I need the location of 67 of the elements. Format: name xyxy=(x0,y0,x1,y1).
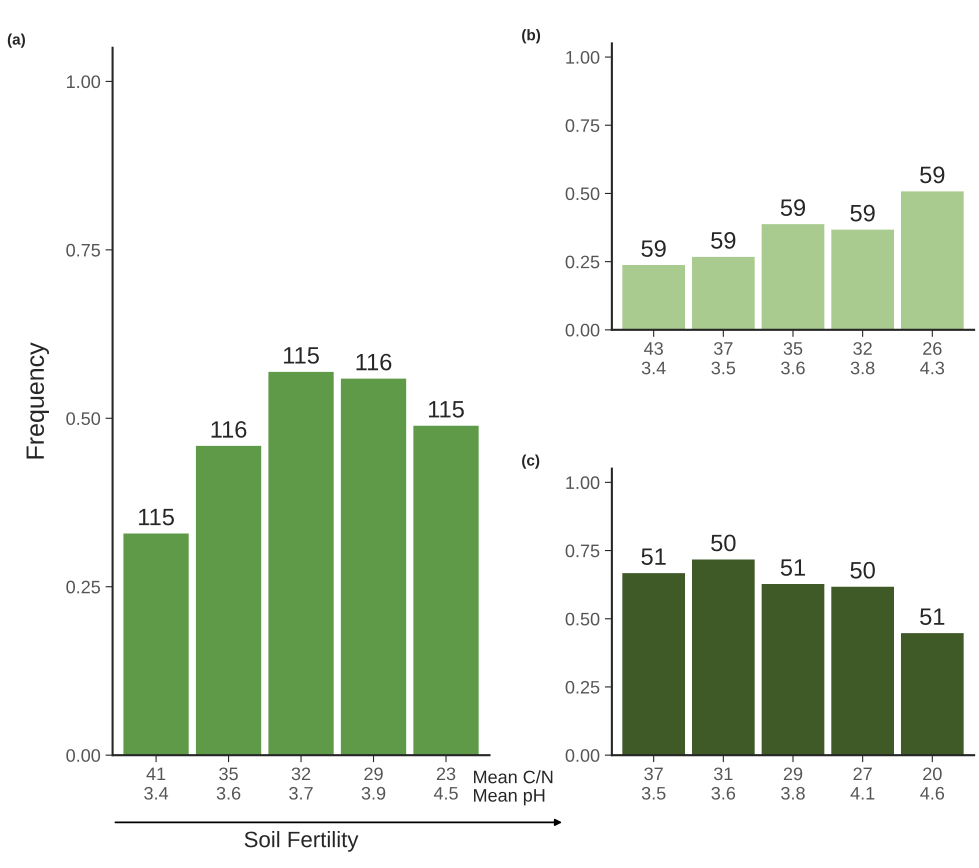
x-tick-label: 29 3.8 xyxy=(781,767,805,800)
annotation: 59 xyxy=(920,166,944,184)
annotation: 51 xyxy=(780,559,805,576)
x-tick-label: 35 3.6 xyxy=(216,767,240,800)
chart-title: (c) xyxy=(522,454,540,469)
bar xyxy=(412,424,480,756)
bar xyxy=(760,222,826,330)
annotation: 51 xyxy=(641,548,666,565)
x-tick-label: 32 3.7 xyxy=(289,767,313,800)
annotation: 59 xyxy=(711,232,736,249)
y-tick-label: 0.50 xyxy=(66,412,100,426)
x-tick-label: 35 3.6 xyxy=(781,342,805,374)
y-axis-title: Frequency xyxy=(26,342,49,458)
y-tick-label: 1.00 xyxy=(67,75,100,88)
annotation: 51 xyxy=(920,608,944,625)
x-tick-label: 27 4.1 xyxy=(850,767,874,800)
y-tick-label: 0.25 xyxy=(566,256,600,268)
annotation: 115 xyxy=(284,347,319,364)
bar xyxy=(900,190,966,330)
annotation: 115 xyxy=(139,508,174,526)
bar xyxy=(339,377,408,756)
y-tick-label: 0.50 xyxy=(566,612,600,626)
text: Mean C/N xyxy=(474,770,552,784)
x-tick-label: 37 3.5 xyxy=(711,342,736,374)
bar xyxy=(267,370,336,756)
bar xyxy=(900,632,966,756)
bar xyxy=(690,255,756,330)
x-tick-label: 26 4.3 xyxy=(920,342,944,374)
x-tick-label: 31 3.6 xyxy=(711,767,736,800)
y-tick-label: 1.00 xyxy=(566,476,600,490)
bar xyxy=(620,264,686,330)
y-tick-label: 0.00 xyxy=(566,749,600,762)
y-tick-label: 0.00 xyxy=(66,749,100,762)
chart-title: (b) xyxy=(522,29,540,44)
annotation: 116 xyxy=(356,354,392,370)
bar xyxy=(690,558,756,756)
annotation: 59 xyxy=(780,199,806,216)
chart-title: (a) xyxy=(8,34,25,48)
x-axis-title: Soil Fertility xyxy=(244,831,358,852)
x-tick-label: 32 3.8 xyxy=(850,342,874,374)
text: Mean pH xyxy=(474,789,544,806)
annotation: 50 xyxy=(711,534,736,552)
bar xyxy=(122,532,190,756)
y-tick-label: 0.75 xyxy=(566,544,600,558)
y-tick-label: 0.75 xyxy=(66,244,100,257)
annotation: 116 xyxy=(212,421,246,438)
x-tick-label: 23 4.5 xyxy=(434,767,458,800)
annotation: 115 xyxy=(428,401,464,418)
x-tick-label: 37 3.5 xyxy=(642,767,666,800)
bar xyxy=(830,585,896,756)
y-tick-label: 0.75 xyxy=(566,119,600,132)
bar xyxy=(760,582,826,756)
annotation: 59 xyxy=(641,240,666,257)
annotation: 50 xyxy=(850,562,875,579)
x-tick-label: 20 4.6 xyxy=(920,767,944,800)
y-tick-label: 1.00 xyxy=(566,50,600,64)
x-tick-label: 29 3.9 xyxy=(362,767,386,800)
x-tick-label: 41 3.4 xyxy=(144,768,168,800)
bar xyxy=(194,444,263,756)
x-tick-label: 43 3.4 xyxy=(642,342,666,374)
y-tick-label: 0.25 xyxy=(566,680,600,694)
y-tick-label: 0.25 xyxy=(66,580,100,594)
y-tick-label: 0.50 xyxy=(566,187,600,200)
bar xyxy=(830,228,896,330)
bar xyxy=(620,572,686,756)
annotation: 59 xyxy=(850,204,875,222)
y-tick-label: 0.00 xyxy=(566,324,600,337)
